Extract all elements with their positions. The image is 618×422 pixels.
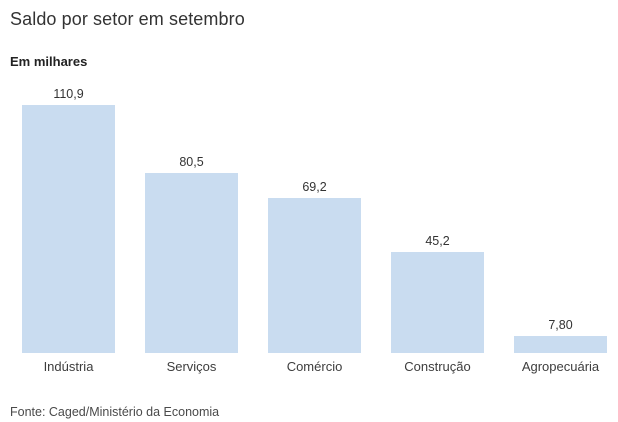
bar-indústria [22, 105, 115, 353]
bar-value-label: 45,2 [425, 234, 450, 248]
bar-column: 80,5 [145, 155, 238, 353]
bar-value-label: 69,2 [302, 180, 327, 194]
bar-column: 69,2 [268, 180, 361, 353]
category-label: Comércio [286, 359, 343, 374]
bar-comércio [268, 198, 361, 353]
bar-value-label: 7,80 [548, 318, 573, 332]
bar-agropecuária [514, 336, 607, 353]
category-axis: Indústria Serviços Comércio Construção Agrop… [22, 359, 607, 374]
bar-serviços [145, 173, 238, 353]
chart-subtitle: Em milhares [10, 54, 88, 69]
bar-column: 45,2 [391, 234, 484, 353]
bar-column: 7,80 [514, 318, 607, 353]
bar-chart-plot-area: 110,9 80,5 69,2 45,2 7,80 [22, 87, 607, 353]
category-label: Indústria [43, 359, 94, 374]
category-label: Serviços [166, 359, 217, 374]
bar-column: 110,9 [22, 87, 115, 353]
bar-construção [391, 252, 484, 353]
source-note: Fonte: Caged/Ministério da Economia [10, 405, 220, 419]
category-label: Construção [404, 359, 471, 374]
chart-title: Saldo por setor em setembro [10, 9, 245, 29]
bar-value-label: 80,5 [179, 155, 204, 169]
category-label: Agropecuária [521, 359, 600, 374]
bar-value-label: 110,9 [53, 87, 84, 101]
